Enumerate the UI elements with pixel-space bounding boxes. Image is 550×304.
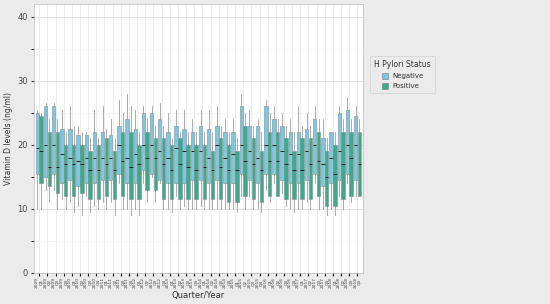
Bar	[243, 126, 247, 196]
Bar	[325, 151, 328, 206]
Bar	[272, 119, 276, 174]
Bar	[251, 138, 255, 199]
Bar	[96, 145, 100, 199]
Bar	[166, 132, 169, 183]
Bar	[138, 145, 141, 199]
Bar	[85, 135, 88, 183]
Bar	[125, 119, 129, 183]
Bar	[93, 132, 96, 183]
Bar	[268, 132, 271, 196]
Bar	[64, 145, 67, 196]
Bar	[280, 126, 284, 180]
Bar	[178, 138, 182, 199]
Bar	[317, 132, 320, 196]
Bar	[338, 113, 341, 180]
Bar	[235, 151, 239, 202]
Bar	[207, 129, 211, 183]
Bar	[300, 138, 304, 199]
Bar	[219, 138, 222, 199]
Bar	[215, 126, 218, 180]
Bar	[104, 138, 108, 196]
Bar	[358, 132, 361, 196]
Bar	[113, 151, 116, 199]
Bar	[321, 138, 324, 186]
X-axis label: Quarter/Year: Quarter/Year	[172, 291, 225, 300]
Bar	[40, 116, 43, 183]
Bar	[202, 145, 206, 199]
Bar	[194, 145, 198, 199]
Bar	[260, 151, 263, 202]
Bar	[346, 110, 349, 174]
Bar	[297, 132, 300, 183]
Bar	[341, 132, 345, 199]
Bar	[56, 132, 59, 193]
Bar	[354, 116, 358, 180]
Bar	[313, 119, 316, 174]
Bar	[145, 132, 149, 190]
Bar	[36, 113, 39, 174]
Bar	[292, 151, 296, 199]
Bar	[276, 132, 279, 196]
Bar	[80, 145, 84, 193]
Bar	[329, 132, 333, 183]
Bar	[309, 138, 312, 199]
Bar	[256, 126, 260, 183]
Bar	[289, 132, 292, 183]
Bar	[89, 151, 92, 199]
Bar	[52, 106, 56, 174]
Bar	[223, 132, 227, 183]
Bar	[162, 138, 165, 199]
Bar	[199, 126, 202, 180]
Bar	[117, 126, 120, 174]
Bar	[158, 119, 162, 180]
Bar	[142, 113, 145, 171]
Bar	[68, 129, 72, 180]
Bar	[333, 145, 337, 206]
Bar	[264, 106, 267, 174]
Bar	[232, 132, 235, 183]
Bar	[284, 138, 288, 199]
Bar	[240, 106, 243, 174]
Bar	[76, 135, 80, 186]
Bar	[349, 132, 353, 196]
Bar	[134, 129, 137, 183]
Bar	[60, 129, 64, 183]
Bar	[101, 132, 104, 180]
Bar	[248, 126, 251, 180]
Bar	[305, 129, 309, 180]
Bar	[109, 135, 113, 180]
Bar	[47, 132, 51, 186]
Bar	[72, 145, 75, 196]
Bar	[186, 145, 190, 199]
Bar	[191, 132, 194, 180]
Bar	[129, 132, 133, 199]
Bar	[44, 106, 47, 177]
Legend: Negative, Positive: Negative, Positive	[370, 56, 435, 93]
Bar	[227, 145, 230, 202]
Bar	[121, 132, 124, 196]
Bar	[183, 129, 186, 183]
Bar	[153, 138, 157, 190]
Bar	[211, 151, 214, 199]
Bar	[174, 126, 178, 183]
Y-axis label: Vitamin D levels (ng/ml): Vitamin D levels (ng/ml)	[4, 92, 13, 185]
Bar	[150, 113, 153, 174]
Bar	[170, 145, 173, 199]
